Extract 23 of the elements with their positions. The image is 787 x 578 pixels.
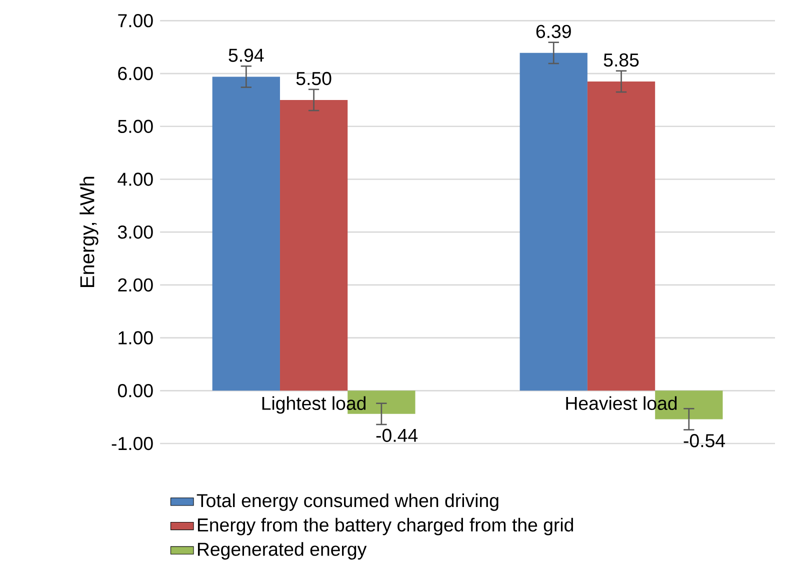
y-tick-label: 3.00 <box>118 225 153 239</box>
data-label: -0.44 <box>376 428 418 442</box>
y-tick-label: 6.00 <box>118 66 153 80</box>
legend-label: Energy from the battery charged from the grid <box>198 518 574 536</box>
y-axis-title: Energy, kWh <box>80 176 98 287</box>
y-tick-label: 2.00 <box>118 278 153 292</box>
data-label: 5.85 <box>604 53 639 67</box>
data-label: 6.39 <box>536 24 571 38</box>
y-tick-label: 7.00 <box>118 14 153 28</box>
data-label: 5.94 <box>228 48 264 62</box>
y-tick-label: 0.00 <box>118 384 153 398</box>
data-label: 5.50 <box>296 72 332 86</box>
y-tick-label: -1.00 <box>112 436 153 450</box>
data-label: -0.54 <box>684 434 725 448</box>
y-tick-label: 5.00 <box>118 120 153 133</box>
legend-label: Regenerated energy <box>198 542 367 560</box>
bar <box>520 52 588 391</box>
bar <box>587 81 656 391</box>
y-tick-label: 4.00 <box>118 172 153 186</box>
legend-label: Total energy consumed when driving <box>196 493 498 511</box>
bar <box>212 76 280 391</box>
y-tick-label: 1.00 <box>118 331 153 344</box>
bar <box>280 100 348 391</box>
